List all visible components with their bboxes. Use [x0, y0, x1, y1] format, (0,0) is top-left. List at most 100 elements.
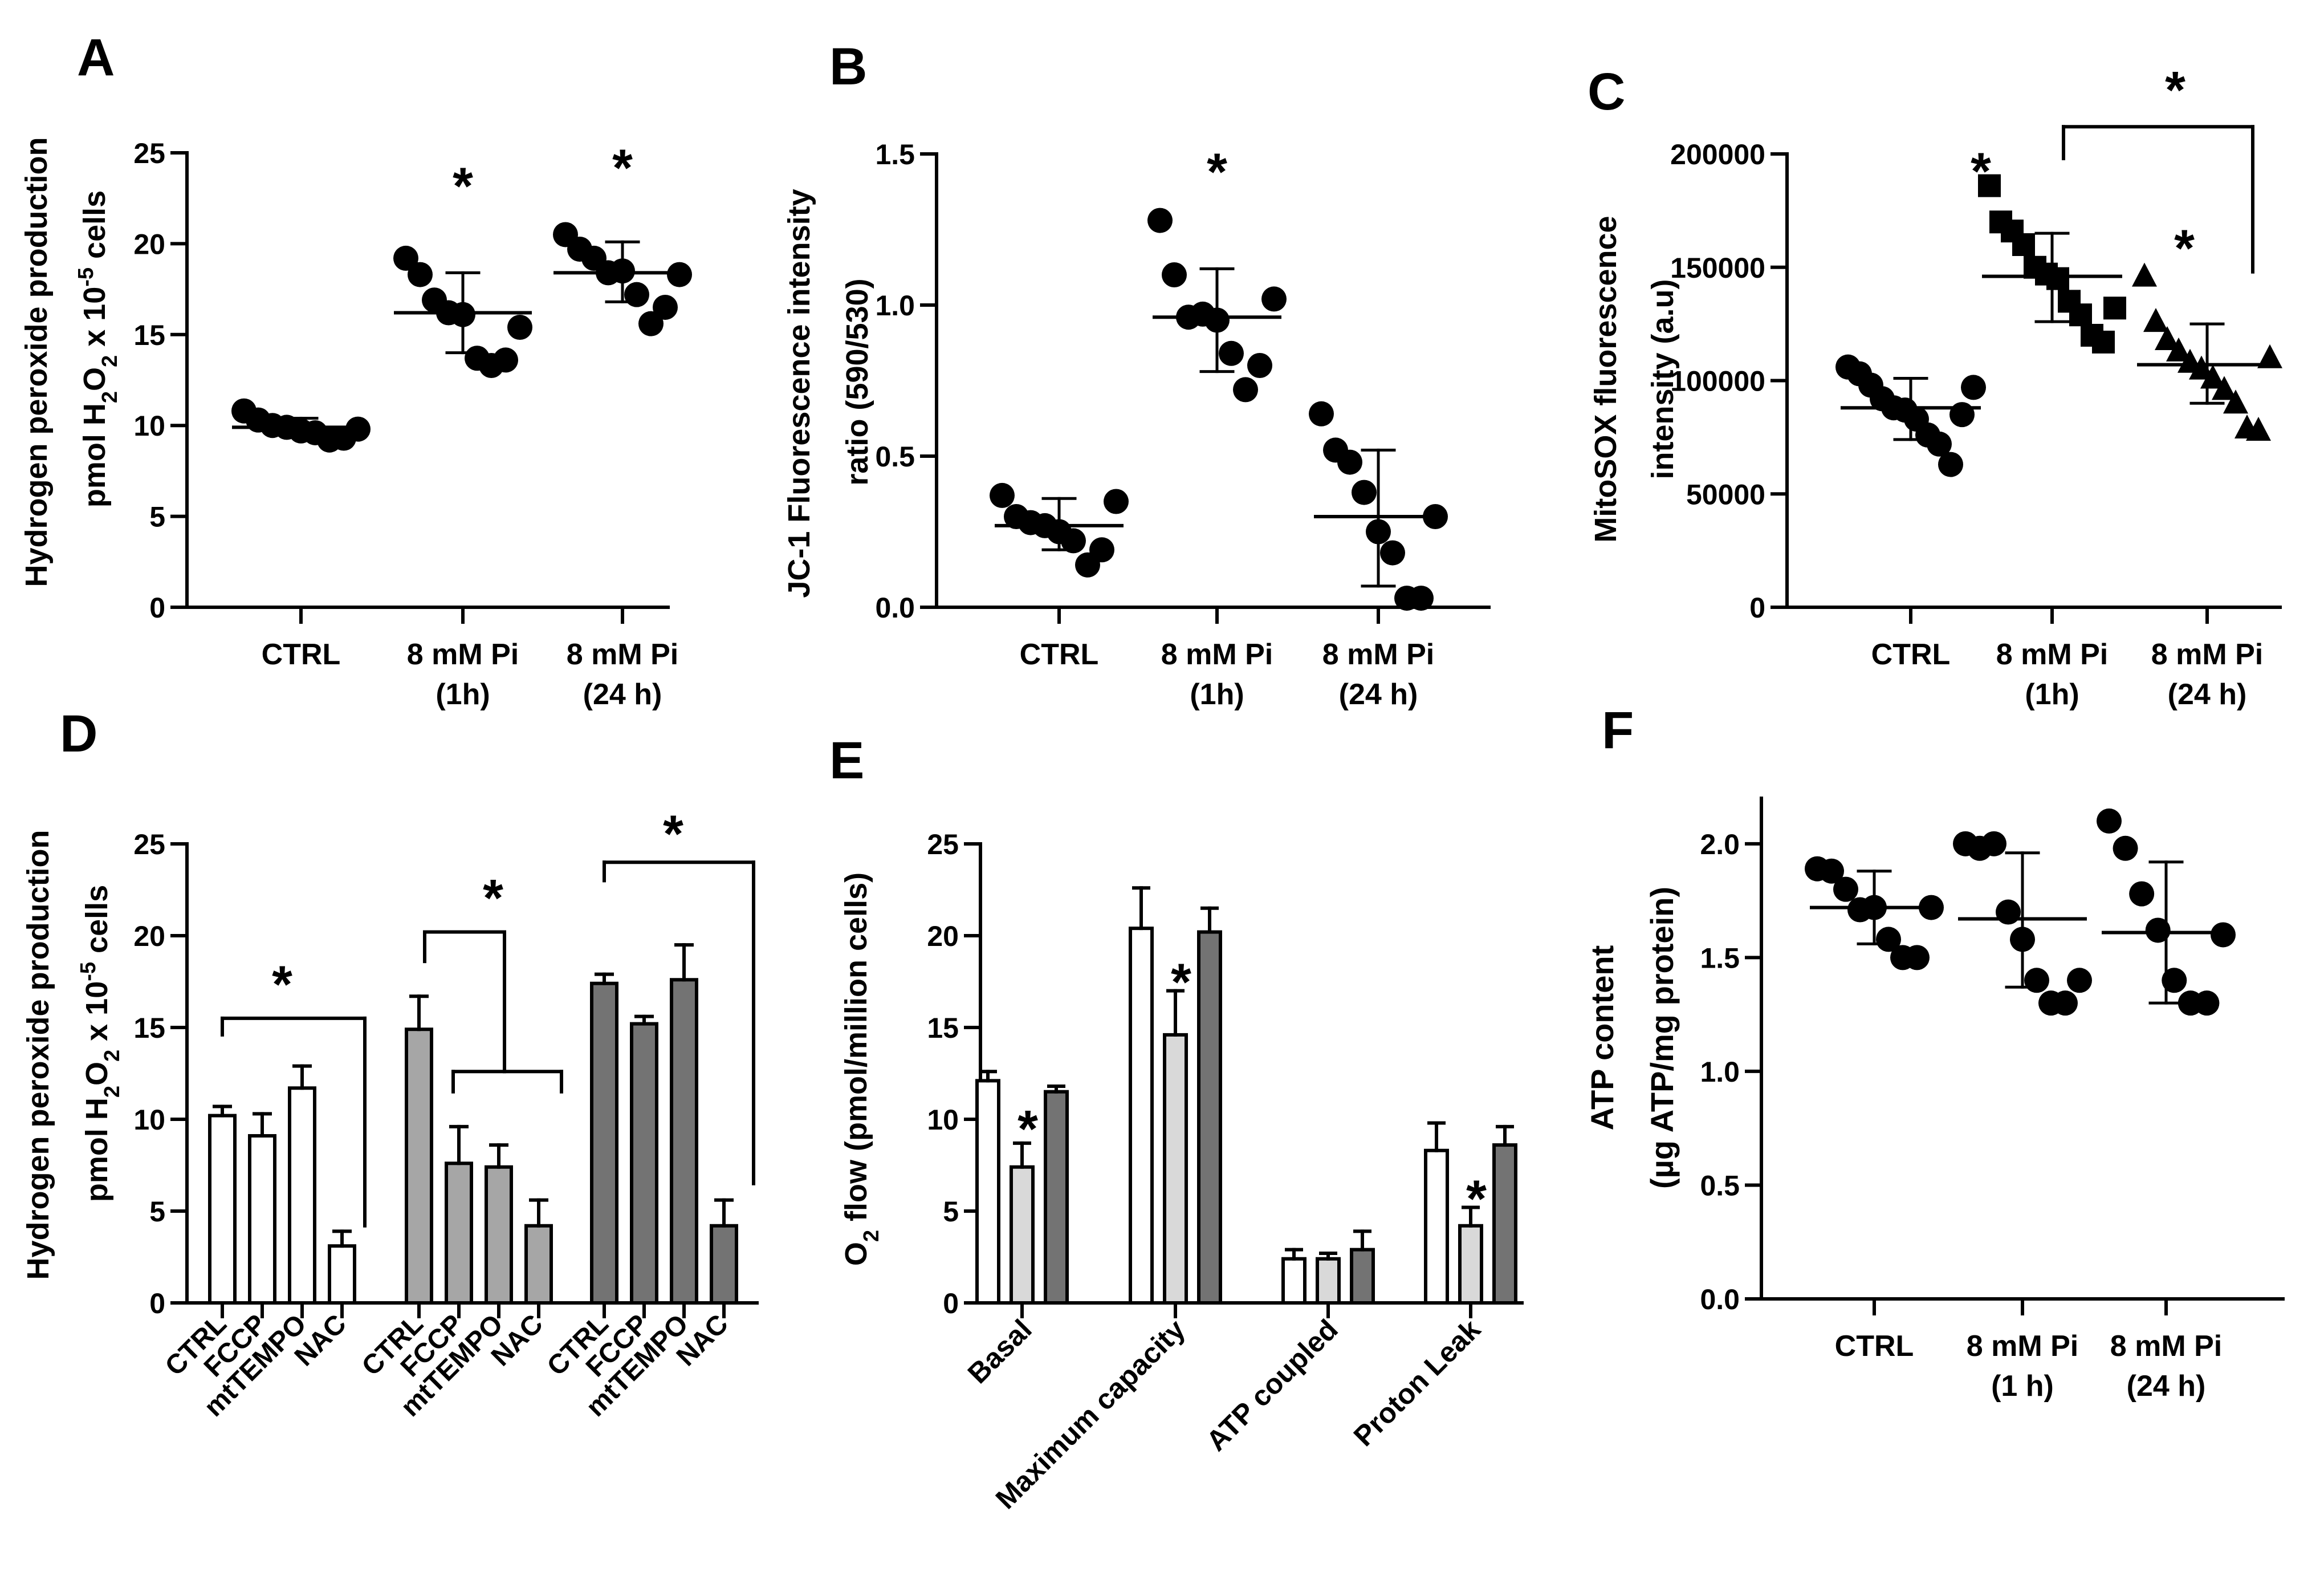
panel-b-y-tick-label: 1.0 — [875, 290, 915, 322]
panel-c-y-tick-label: 150000 — [1670, 252, 1765, 284]
panel-d-y-tick-label: 20 — [133, 920, 165, 952]
panel-d-y-tick-label: 15 — [133, 1012, 165, 1044]
panel-e-bar — [1492, 1143, 1517, 1305]
panel-e-bar — [1197, 930, 1222, 1305]
panel-f-x-tick-label: CTRL — [1835, 1330, 1914, 1363]
panel-a-y-label-line2-part-0: pmol H — [78, 403, 112, 507]
panel-d-y-tick-label: 25 — [133, 828, 165, 860]
panel-a: 0 5 10 15 20 25 CTRL 8 mM Pi (1h) 8 mM Pi (24 h) * *… — [19, 137, 692, 711]
panel-b: 0.0 0.5 1.0 1.5 CTRL 8 mM Pi (1h) 8 mM Pi (24 h)… — [782, 139, 1491, 711]
panel-c-x-tick-label: (24 h) — [2168, 678, 2247, 711]
panel-a-x-tick-label: 8 mM Pi — [407, 638, 519, 671]
panel-e-y-tick-label: 20 — [927, 920, 959, 952]
panel-c-data-point — [2246, 416, 2271, 441]
panel-c-significance-star: * — [2174, 220, 2195, 278]
panel-b-y-label-line2: ratio (590/530) — [840, 278, 874, 485]
panel-e-y-tick-label: 25 — [927, 828, 959, 860]
panel-c-data-point — [2132, 262, 2157, 287]
panel-f-x-tick-label: (24 h) — [2127, 1370, 2206, 1403]
panel-d-y-label-line2-part-4: x 10 — [80, 981, 114, 1050]
panel-c-x-tick-label: 8 mM Pi — [2151, 638, 2264, 671]
panel-e-y-label: O2 flow (pmol/million cells) — [839, 872, 884, 1266]
panel-d-y-label-line2: pmol H2O2 x 10-5 cells — [76, 885, 124, 1202]
panel-e-significance-star: * — [1466, 1170, 1487, 1228]
panel-b-data-point — [1247, 353, 1272, 378]
panel-d-bar — [630, 1022, 658, 1305]
panel-c-data-point — [2212, 376, 2237, 400]
panel-a-x-tick-label: 8 mM Pi — [567, 638, 679, 671]
panel-a-significance-star: * — [612, 139, 633, 197]
panel-c-data-point — [2257, 344, 2282, 368]
panel-e-y-label-part-2: flow (pmol/million cells) — [839, 872, 873, 1230]
panel-d-y-label-line2-part-2: O — [80, 1062, 114, 1086]
panel-f-data-point — [1819, 858, 1844, 884]
panel-a-y-label-line2-part-1: 2 — [98, 391, 122, 403]
panel-label-c: C — [1588, 63, 1625, 121]
panel-f-data-point — [2162, 968, 2187, 993]
panel-c-data-point — [2103, 296, 2126, 320]
panel-d-bar — [485, 1165, 513, 1305]
panel-d-y-tick-label: 5 — [149, 1196, 165, 1228]
panel-f-y-tick-label: 1.5 — [1700, 942, 1740, 974]
panel-a-y-label-line2-part-2: O — [78, 367, 112, 391]
panel-a-y-label-line2-part-4: x 10 — [78, 287, 112, 355]
panel-f-y-tick-label: 2.0 — [1700, 828, 1740, 860]
panel-e-y-label-part-0: O — [839, 1242, 873, 1266]
panel-d-y-label-line1: Hydrogen peroxide production — [21, 830, 55, 1280]
panel-d-bar — [445, 1161, 473, 1305]
panel-a-y-label-line2-part-6: cells — [78, 190, 112, 267]
panel-a-data-point — [507, 315, 532, 340]
panel-b-x-tick-label: 8 mM Pi — [1161, 638, 1273, 671]
panel-a-data-point — [638, 311, 664, 336]
panel-e-bar — [1163, 1033, 1188, 1305]
panel-b-data-point — [1337, 449, 1362, 475]
panel-c-data-point — [2223, 389, 2248, 414]
panel-e-significance-star: * — [1171, 953, 1191, 1012]
panel-a-x-tick-label: CTRL — [262, 638, 341, 671]
panel-a-data-point — [393, 245, 418, 271]
panel-c-y-tick-label: 50000 — [1686, 478, 1765, 510]
panel-e-bar — [1424, 1148, 1449, 1305]
panel-c-y-label-line1: MitoSOX fluorescence — [1589, 216, 1623, 542]
panel-b-data-point — [1233, 377, 1258, 403]
panel-a-data-point — [345, 416, 371, 442]
panel-b-x-tick-label: (1h) — [1190, 678, 1244, 711]
panel-c-y-tick-label: 200000 — [1670, 139, 1765, 170]
panel-f-data-point — [2053, 990, 2078, 1016]
panel-f-data-point — [1833, 876, 1858, 902]
panel-c-data-point — [1949, 402, 1975, 428]
panel-c-data-point — [2012, 233, 2035, 256]
panel-d-bar — [590, 981, 618, 1305]
panel-b-data-point — [1409, 586, 1434, 611]
panel-b-data-point — [1162, 262, 1187, 287]
panel-c-data-point — [1938, 452, 1963, 477]
panel-a-y-label-line2: pmol H2O2 x 10-5 cells — [74, 190, 122, 507]
panel-a-x-tick-label: (24 h) — [583, 678, 662, 711]
panel-b-data-point — [1309, 401, 1334, 427]
panel-a-y-tick-label: 5 — [149, 501, 165, 533]
panel-b-data-point — [1380, 540, 1405, 566]
panel-f: 0.0 0.5 1.0 1.5 2.0 CTRL 8 mM Pi (1 h) 8 mM Pi (2… — [1584, 797, 2285, 1403]
panel-b-y-label-line1: JC-1 Fluorescence intensity — [782, 189, 816, 598]
panel-f-x-tick-label: 8 mM Pi — [2110, 1330, 2223, 1363]
panel-label-f: F — [1602, 701, 1634, 759]
panel-f-data-point — [2024, 968, 2049, 993]
panel-e-bar — [1281, 1257, 1307, 1305]
panel-b-data-point — [1352, 480, 1377, 505]
panel-f-y-tick-label: 1.0 — [1700, 1056, 1740, 1088]
panel-label-d: D — [60, 705, 97, 763]
panel-f-data-point — [1981, 831, 2006, 856]
panel-d-bar — [670, 978, 698, 1305]
panel-a-significance-star: * — [453, 157, 473, 216]
panel-f-data-point — [2145, 917, 2171, 943]
panel-e-y-tick-label: 0 — [943, 1287, 959, 1319]
panel-a-data-point — [653, 294, 678, 320]
panel-a-y-label-line1: Hydrogen peroxide production — [19, 137, 54, 587]
panel-d-y-label-line2-part-3: 2 — [100, 1050, 124, 1062]
panel-c-data-point — [1961, 375, 1986, 400]
panel-f-x-tick-label: (1 h) — [1991, 1370, 2054, 1403]
panel-f-y-label-line2-part-0: ( — [1644, 1178, 1680, 1189]
panel-a-x-tick-label: (1h) — [436, 678, 490, 711]
panel-a-data-point — [667, 262, 692, 287]
